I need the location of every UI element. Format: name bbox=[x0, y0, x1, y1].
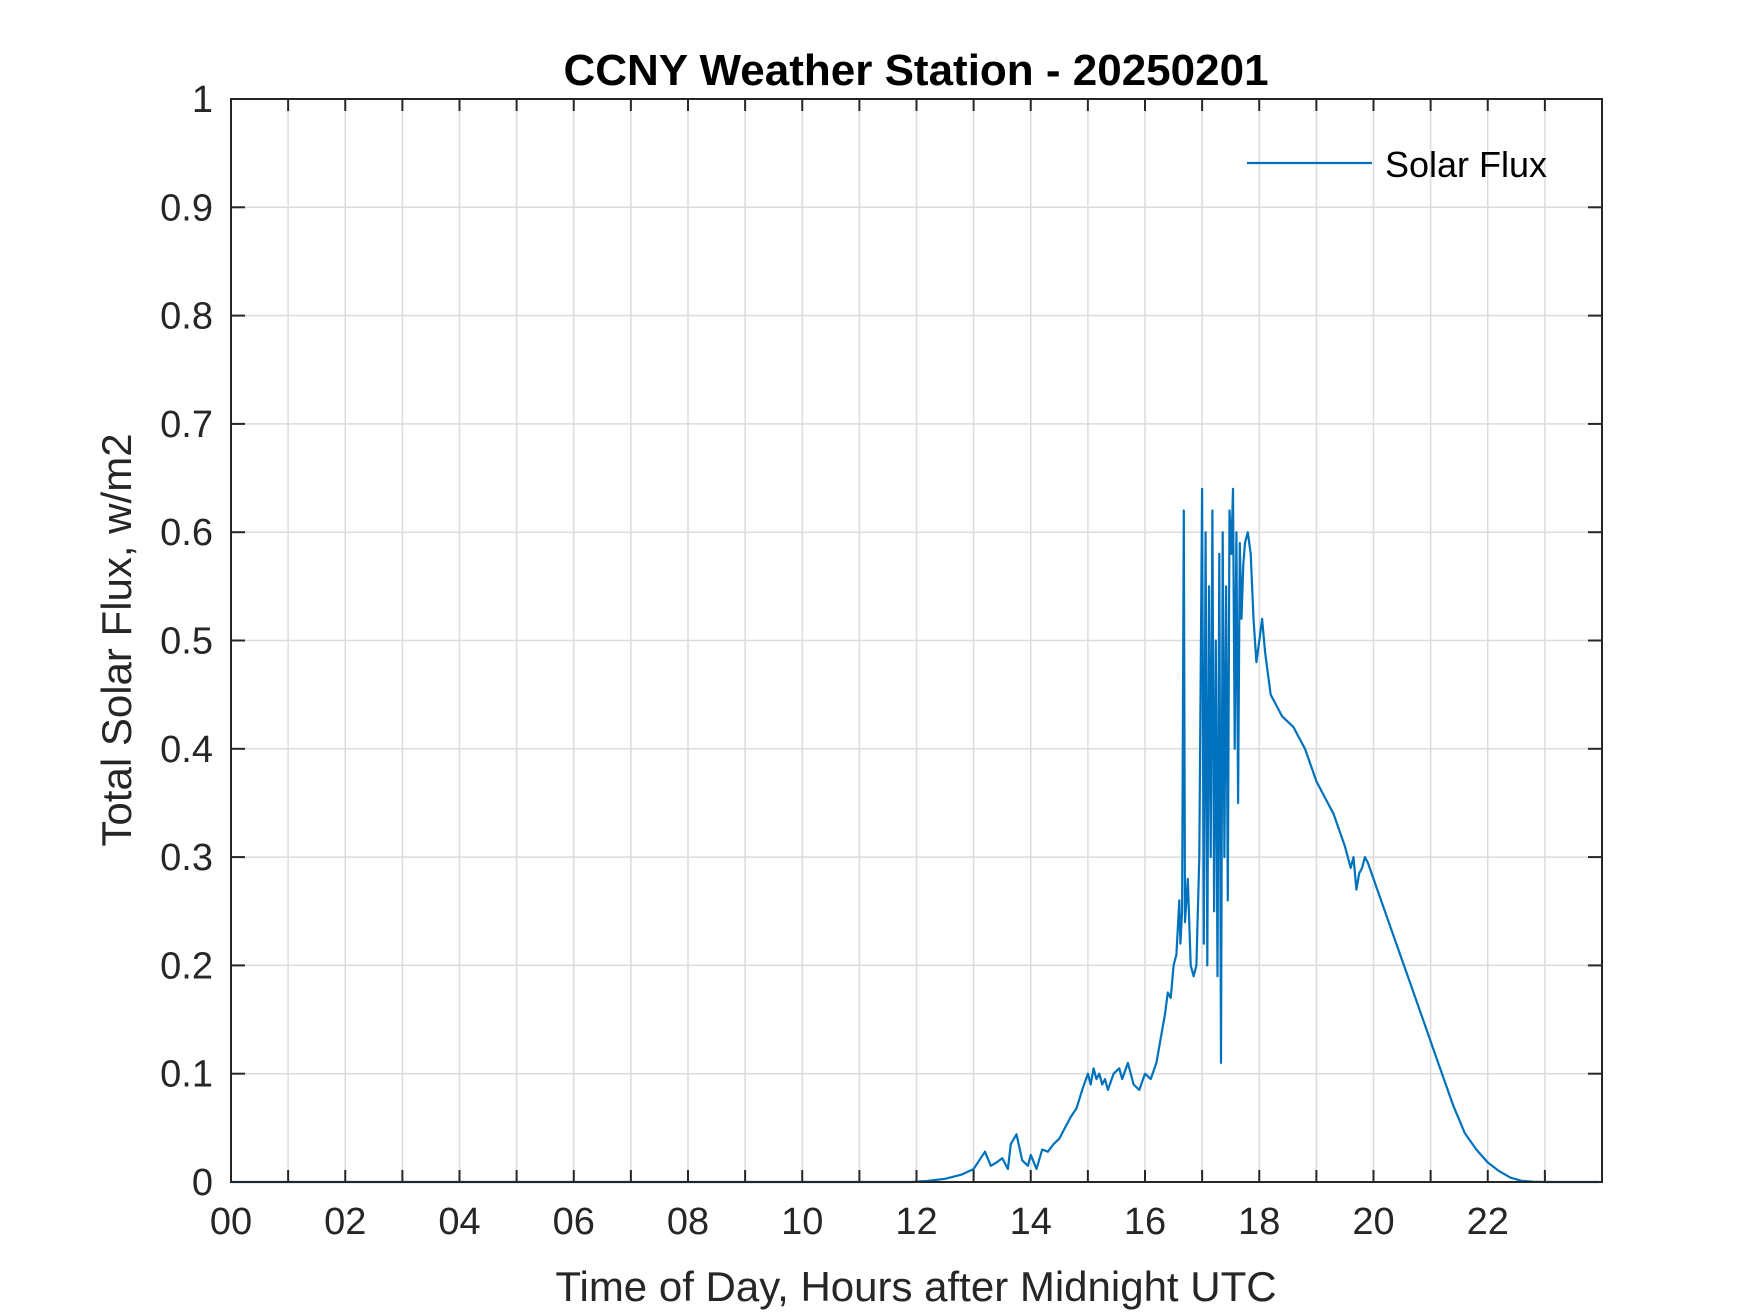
y-tick-label: 0.2 bbox=[160, 945, 213, 987]
legend: Solar Flux bbox=[1247, 144, 1547, 185]
x-tick-label: 02 bbox=[324, 1201, 366, 1243]
x-axis-label: Time of Day, Hours after Midnight UTC bbox=[555, 1263, 1276, 1310]
y-tick-label: 0.8 bbox=[160, 296, 213, 338]
x-tick-label: 18 bbox=[1238, 1201, 1280, 1243]
y-axis-label: Total Solar Flux, w/m2 bbox=[93, 433, 140, 846]
y-tick-label: 0.9 bbox=[160, 187, 213, 229]
y-tick-label: 1 bbox=[192, 79, 213, 121]
tick-marks bbox=[231, 99, 1602, 1182]
y-tick-label: 0.5 bbox=[160, 621, 213, 663]
y-tick-label: 0.7 bbox=[160, 404, 213, 446]
x-tick-label: 00 bbox=[210, 1201, 252, 1243]
x-tick-label: 12 bbox=[895, 1201, 937, 1243]
x-tick-label: 04 bbox=[438, 1201, 480, 1243]
x-tick-label: 16 bbox=[1124, 1201, 1166, 1243]
x-tick-label: 06 bbox=[553, 1201, 595, 1243]
y-tick-label: 0 bbox=[192, 1162, 213, 1204]
series-layer bbox=[231, 487, 1600, 1184]
grid-lines bbox=[231, 99, 1602, 1182]
y-tick-label: 0.1 bbox=[160, 1054, 213, 1096]
chart-title: CCNY Weather Station - 20250201 bbox=[563, 46, 1268, 95]
y-tick-labels: 0 0.1 0.2 0.3 0.4 0.5 0.6 0.7 0.8 0.9 1 bbox=[160, 79, 213, 1204]
x-tick-label: 14 bbox=[1010, 1201, 1052, 1243]
x-tick-label: 10 bbox=[781, 1201, 823, 1243]
x-tick-labels: 00 02 04 06 08 10 12 14 16 18 20 22 bbox=[210, 1201, 1509, 1243]
x-tick-label: 22 bbox=[1467, 1201, 1509, 1243]
y-tick-label: 0.3 bbox=[160, 837, 213, 879]
x-tick-label: 20 bbox=[1352, 1201, 1394, 1243]
series-line-solar-flux bbox=[231, 487, 1600, 1184]
y-tick-label: 0.4 bbox=[160, 729, 213, 771]
legend-label-solar-flux: Solar Flux bbox=[1385, 144, 1547, 185]
y-tick-label: 0.6 bbox=[160, 512, 213, 554]
x-tick-label: 08 bbox=[667, 1201, 709, 1243]
